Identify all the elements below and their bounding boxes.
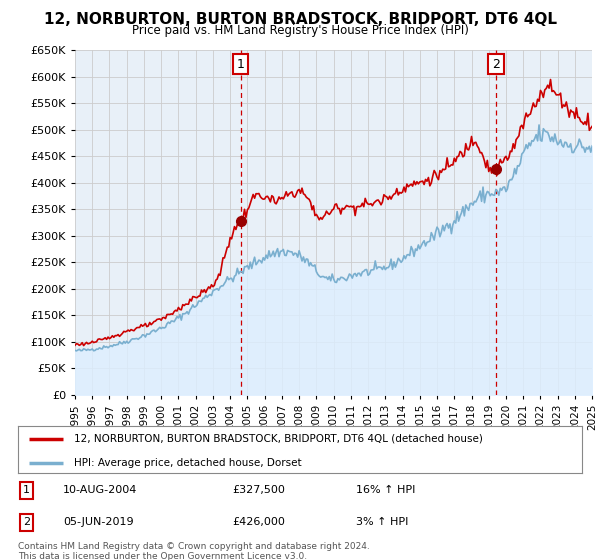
Text: 12, NORBURTON, BURTON BRADSTOCK, BRIDPORT, DT6 4QL: 12, NORBURTON, BURTON BRADSTOCK, BRIDPOR…: [44, 12, 557, 27]
Text: 05-JUN-2019: 05-JUN-2019: [63, 517, 134, 528]
Text: 16% ↑ HPI: 16% ↑ HPI: [356, 485, 416, 495]
Text: Contains HM Land Registry data © Crown copyright and database right 2024.
This d: Contains HM Land Registry data © Crown c…: [18, 542, 370, 560]
Text: Price paid vs. HM Land Registry's House Price Index (HPI): Price paid vs. HM Land Registry's House …: [131, 24, 469, 36]
Text: 1: 1: [237, 58, 245, 71]
Text: 3% ↑ HPI: 3% ↑ HPI: [356, 517, 409, 528]
Text: HPI: Average price, detached house, Dorset: HPI: Average price, detached house, Dors…: [74, 458, 302, 468]
Text: 1: 1: [23, 485, 30, 495]
Text: £327,500: £327,500: [232, 485, 285, 495]
Text: £426,000: £426,000: [232, 517, 285, 528]
Text: 2: 2: [492, 58, 500, 71]
Text: 12, NORBURTON, BURTON BRADSTOCK, BRIDPORT, DT6 4QL (detached house): 12, NORBURTON, BURTON BRADSTOCK, BRIDPOR…: [74, 434, 483, 444]
Text: 10-AUG-2004: 10-AUG-2004: [63, 485, 137, 495]
Text: 2: 2: [23, 517, 30, 528]
